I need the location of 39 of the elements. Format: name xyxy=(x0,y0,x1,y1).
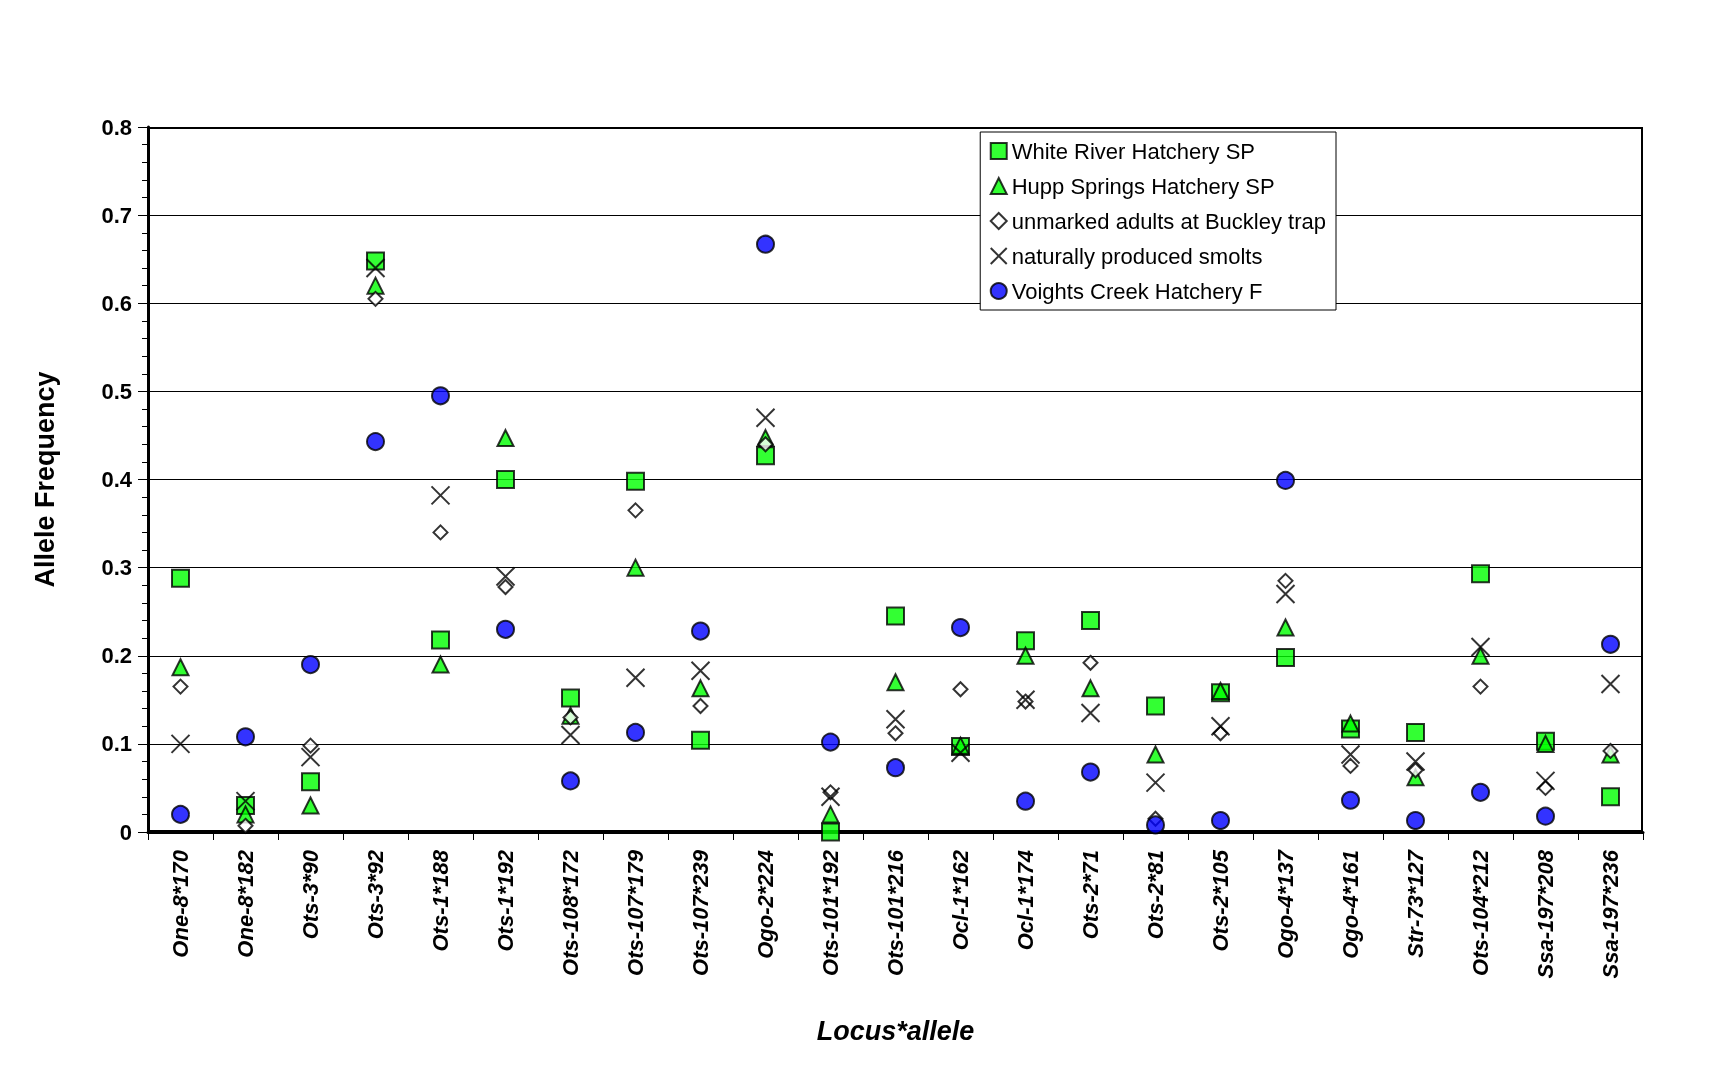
legend-label: Voights Creek Hatchery F xyxy=(1011,278,1263,304)
x-tick-label: Str-73*127 xyxy=(1403,848,1428,958)
x-tick-label: Ots-2*81 xyxy=(1143,850,1168,940)
x-axis-title: Locus*allele xyxy=(816,1015,975,1046)
x-tick-label: Ots-3*90 xyxy=(298,849,323,940)
x-tick-label: Ots-108*172 xyxy=(558,849,583,976)
legend-label: White River Hatchery SP xyxy=(1011,138,1256,164)
x-tick-label: Ots-101*192 xyxy=(818,849,843,976)
x-tick-label: Ots-2*105 xyxy=(1208,849,1233,952)
y-tick-label: 0.5 xyxy=(101,378,132,404)
y-tick-label: 0.3 xyxy=(101,555,132,581)
x-tick-label: Ogo-4*137 xyxy=(1273,848,1298,959)
y-tick-label: 0.4 xyxy=(101,467,133,492)
x-tick-label: Ots-3*92 xyxy=(363,849,388,940)
y-axis-title: Allele Frequency xyxy=(29,371,60,588)
y-tick-label: 0.1 xyxy=(101,731,132,757)
legend-label: Hupp Springs Hatchery SP xyxy=(1011,173,1275,199)
x-tick-label: Ots-1*188 xyxy=(428,849,453,952)
y-tick-label: 0 xyxy=(119,819,132,845)
y-tick-label: 0.8 xyxy=(101,114,132,140)
x-tick-label: Ogo-4*161 xyxy=(1338,850,1363,959)
x-tick-label: Ocl-1*174 xyxy=(1013,850,1038,951)
x-tick-label: One-8*170 xyxy=(168,849,193,958)
legend-label: naturally produced smolts xyxy=(1011,243,1263,269)
x-tick-label: Ogo-2*224 xyxy=(753,850,778,959)
y-tick-label: 0.6 xyxy=(101,290,132,316)
x-tick-label: Ots-101*216 xyxy=(883,849,908,976)
x-tick-label: Ssa-197*236 xyxy=(1598,849,1623,979)
x-tick-label: Ots-107*239 xyxy=(688,849,713,976)
x-tick-label: Ots-2*71 xyxy=(1078,850,1103,940)
y-tick-label: 0.2 xyxy=(101,643,132,669)
x-tick-label: Ssa-197*208 xyxy=(1533,849,1558,979)
x-tick-label: Ocl-1*162 xyxy=(948,849,973,951)
y-tick-label: 0.7 xyxy=(101,202,132,228)
x-tick-label: Ots-107*179 xyxy=(623,849,648,976)
x-tick-label: Ots-104*212 xyxy=(1468,849,1493,976)
legend-label: unmarked adults at Buckley trap xyxy=(1011,208,1327,234)
x-tick-label: Ots-1*192 xyxy=(493,849,518,952)
x-tick-label: One-8*182 xyxy=(233,849,258,958)
